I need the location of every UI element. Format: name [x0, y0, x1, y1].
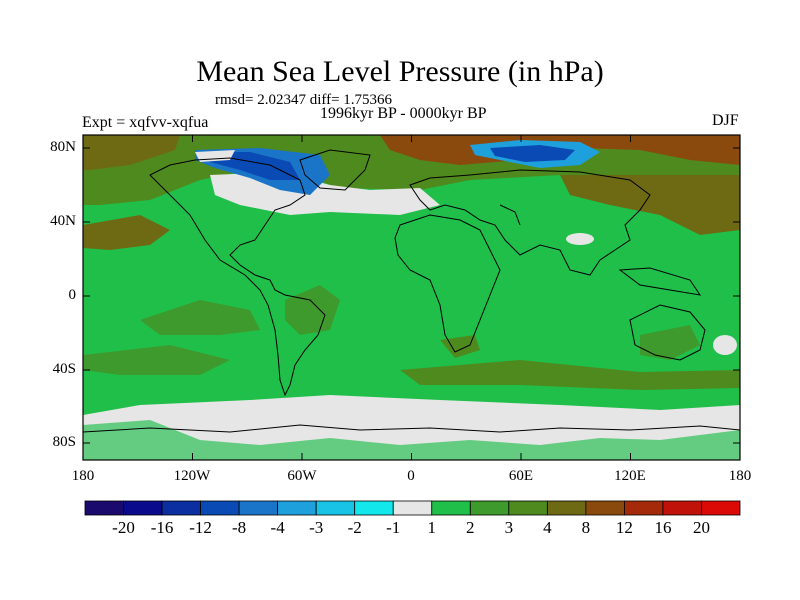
lon-tick-label: 60W — [287, 468, 317, 484]
lon-tick-label: 60E — [508, 468, 534, 484]
colorbar-swatch — [161, 500, 201, 516]
southern-ocean-olive-1 — [83, 345, 230, 375]
colorbar-label: 2 — [466, 518, 475, 537]
colorbar-label: -16 — [150, 518, 174, 537]
colorbar-swatch — [585, 500, 625, 516]
colorbar-swatch — [315, 500, 356, 516]
stats-label: rmsd= 2.02347 diff= 1.75366 — [215, 92, 393, 108]
experiment-label: Expt = xqfvv-xqfua — [82, 114, 209, 131]
colorbar-swatch — [624, 500, 664, 516]
australia-coast — [629, 304, 706, 361]
lon-tick-label: 180 — [728, 468, 752, 484]
colorbar-label: -4 — [270, 518, 285, 537]
colorbar-swatch — [546, 500, 587, 516]
colorbar-label: 20 — [692, 518, 710, 537]
colorbar-label: 3 — [504, 518, 514, 537]
southern-ocean-olive-2 — [400, 360, 740, 390]
greenland-coast — [299, 149, 371, 191]
colorbar-swatch — [123, 500, 163, 516]
colorbar-swatch — [701, 500, 741, 516]
tick-marks — [82, 135, 741, 460]
coastlines — [83, 149, 740, 433]
colorbar-swatch — [392, 500, 433, 516]
colorbar-label: 4 — [543, 518, 552, 537]
colorbar-swatch — [431, 500, 471, 516]
south-africa-olive — [440, 335, 480, 358]
colorbar-swatch — [277, 500, 317, 516]
pacific-north-brown — [560, 175, 740, 235]
colorbar-swatch — [508, 500, 548, 516]
south-pacific-olive — [140, 300, 260, 335]
lat-tick-label: 40S — [52, 361, 76, 377]
colorbar-swatch — [662, 500, 702, 516]
colorbar-label: -2 — [347, 518, 362, 537]
colorbar-label: 16 — [654, 518, 672, 537]
colorbar-label: -12 — [189, 518, 212, 537]
season-label: DJF — [712, 112, 739, 129]
colorbar-label: 1 — [427, 518, 437, 537]
lat-tick-label: 80N — [50, 139, 76, 155]
tasman-white-spot — [713, 335, 737, 355]
indonesia-coast — [618, 267, 702, 296]
lon-tick-label: 180 — [71, 468, 95, 484]
field-layer — [83, 135, 740, 460]
colorbar-label: -1 — [386, 518, 401, 537]
antarctica-coast — [83, 424, 740, 433]
colorbar-label: 12 — [615, 518, 633, 537]
colorbar-swatch — [200, 500, 240, 516]
lat-tick-label: 40N — [50, 213, 76, 229]
eurasia-coast — [409, 169, 651, 276]
lat-tick-label: 0 — [68, 287, 77, 303]
lon-tick-label: 120E — [614, 468, 646, 484]
africa-coast — [394, 214, 501, 353]
lon-tick-label: 120W — [173, 468, 211, 484]
north-pacific-brown — [83, 135, 180, 170]
antarctic-green-patches — [83, 420, 740, 460]
caspian-coast — [499, 204, 521, 226]
lat-tick-label: 80S — [52, 434, 76, 450]
colorbar-swatch — [469, 500, 510, 516]
period-label: 1996kyr BP - 0000kyr BP — [320, 105, 487, 122]
lon-tick-label: 0 — [407, 468, 415, 484]
asia-white-spot — [566, 233, 594, 245]
colorbar-swatch — [238, 500, 279, 516]
colorbar-swatch — [84, 500, 124, 516]
colorbar-label: -20 — [112, 518, 135, 537]
east-pacific-brown — [83, 215, 170, 250]
colorbar-label: -8 — [232, 518, 247, 537]
colorbar-swatch — [354, 500, 394, 516]
americas-coast — [149, 157, 326, 397]
map-title: Mean Sea Level Pressure (in hPa) — [196, 55, 604, 88]
colorbar — [84, 500, 741, 516]
siberia-dark-blue — [490, 145, 575, 162]
australia-olive — [640, 325, 700, 360]
colorbar-label: -3 — [309, 518, 324, 537]
colorbar-label: 8 — [581, 518, 591, 537]
